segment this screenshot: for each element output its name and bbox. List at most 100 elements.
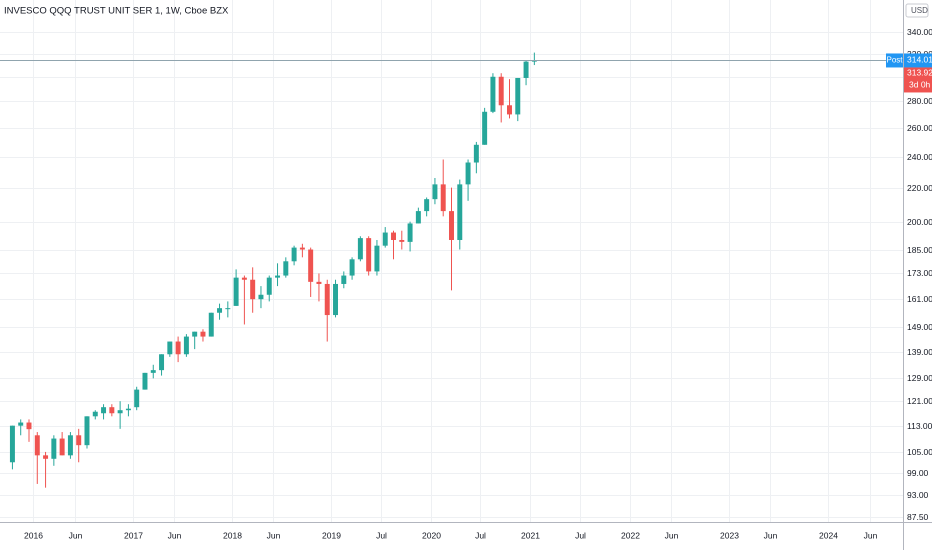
candle-body	[515, 77, 521, 115]
post-price-tag	[904, 53, 932, 68]
candle-body	[84, 416, 90, 446]
post-tag-text: Post	[886, 56, 903, 65]
x-tick-label: 2019	[322, 530, 341, 540]
candle-body	[399, 239, 405, 242]
candle-body	[498, 76, 504, 106]
price-labels: Post 314.01 313.92 3d 0h	[886, 53, 932, 93]
y-tick-label: 280.00	[907, 96, 932, 106]
candle-body	[449, 211, 454, 240]
candle-body	[134, 389, 140, 408]
x-tick-label: 2016	[24, 530, 43, 540]
candle-body	[531, 60, 537, 62]
y-tick-label: 121.00	[907, 396, 932, 406]
candles	[0, 52, 903, 488]
x-tick-label: Jun	[665, 530, 679, 540]
candle-body	[440, 184, 446, 212]
candle-body	[142, 372, 148, 390]
y-tick-label: 99.00	[907, 468, 929, 478]
post-tag	[886, 53, 903, 68]
candle-body	[308, 249, 314, 282]
chart-title: INVESCO QQQ TRUST UNIT SER 1, 1W, Cboe B…	[4, 6, 229, 17]
candle-body	[101, 407, 107, 414]
y-tick-label: 173.00	[907, 268, 932, 278]
y-tick-label: 87.50	[907, 512, 929, 522]
x-tick-label: 2017	[124, 530, 143, 540]
candle-body	[250, 279, 256, 300]
x-tick-label: Jun	[267, 530, 281, 540]
candle-body	[382, 232, 388, 246]
candle-body	[424, 199, 430, 212]
x-tick-label: 2018	[223, 530, 242, 540]
candle-body	[465, 162, 471, 185]
candle-body	[175, 341, 181, 355]
candle-body	[490, 76, 496, 112]
y-tick-label: 93.00	[907, 490, 929, 500]
y-tick-label: 129.00	[907, 373, 932, 383]
last-price-tag	[904, 67, 932, 93]
x-tick-label: 2020	[422, 530, 441, 540]
candle-body	[34, 435, 40, 456]
candle-body	[43, 455, 49, 459]
candle-body	[432, 184, 438, 200]
candle-body	[125, 408, 131, 411]
post-price-text: 314.01	[907, 55, 932, 65]
candle-body	[150, 370, 156, 373]
candle-body	[523, 61, 529, 78]
candle-body	[266, 277, 272, 295]
candle-body	[357, 238, 363, 260]
x-tick-label: Jun	[168, 530, 182, 540]
candle-body	[159, 354, 165, 371]
candle-body	[415, 211, 421, 224]
x-tick-label: Jul	[575, 530, 586, 540]
candle-body	[407, 223, 413, 242]
candle-body	[283, 261, 289, 276]
candle-body	[324, 283, 330, 316]
y-tick-label: 149.00	[907, 322, 932, 332]
candle-body	[391, 232, 396, 240]
x-tick-label: Jun	[864, 530, 878, 540]
candle-body	[59, 438, 65, 456]
candle-body	[18, 422, 24, 426]
candle-body	[183, 336, 189, 355]
y-tick-label: 185.00	[907, 245, 932, 255]
x-tick-label: 2022	[621, 530, 640, 540]
candle-body	[92, 411, 98, 417]
candle-body	[217, 308, 223, 313]
candle-body	[457, 184, 463, 240]
last-price-text: 313.92	[907, 68, 932, 78]
axes: 340.00320.00300.00280.00260.00240.00220.…	[24, 27, 932, 541]
candle-body	[374, 245, 380, 272]
y-tick-label: 260.00	[907, 123, 932, 133]
candle-body	[167, 341, 173, 355]
candle-body	[225, 308, 231, 310]
y-tick-label: 105.00	[907, 447, 932, 457]
candle-body	[67, 435, 73, 456]
countdown-text: 3d 0h	[909, 80, 931, 90]
candle-body	[200, 331, 206, 337]
candle-body	[258, 294, 264, 300]
currency-button[interactable]	[905, 3, 929, 18]
candle-body	[473, 144, 479, 163]
candle-body	[316, 281, 322, 284]
y-tick-label: 161.00	[907, 294, 932, 304]
candle-body	[291, 247, 297, 262]
candle-body	[9, 425, 15, 463]
currency[interactable]: USD	[911, 6, 928, 15]
y-tick-label: 139.00	[907, 347, 932, 357]
x-tick-label: 2024	[819, 530, 838, 540]
x-tick-label: Jul	[475, 530, 486, 540]
candle-body	[192, 331, 198, 337]
candle-body	[349, 259, 355, 276]
candle-body	[341, 275, 347, 284]
candle-body	[299, 247, 305, 250]
candle-body	[76, 435, 82, 446]
x-tick-label: Jul	[376, 530, 387, 540]
candle-body	[51, 438, 57, 459]
y-tick-label: 200.00	[907, 217, 932, 227]
candle-body	[366, 238, 372, 272]
x-tick-label: Jun	[69, 530, 83, 540]
y-tick-label: 220.00	[907, 183, 932, 193]
candle-body	[241, 277, 247, 280]
x-tick-label: 2023	[720, 530, 739, 540]
candle-body	[482, 111, 488, 145]
